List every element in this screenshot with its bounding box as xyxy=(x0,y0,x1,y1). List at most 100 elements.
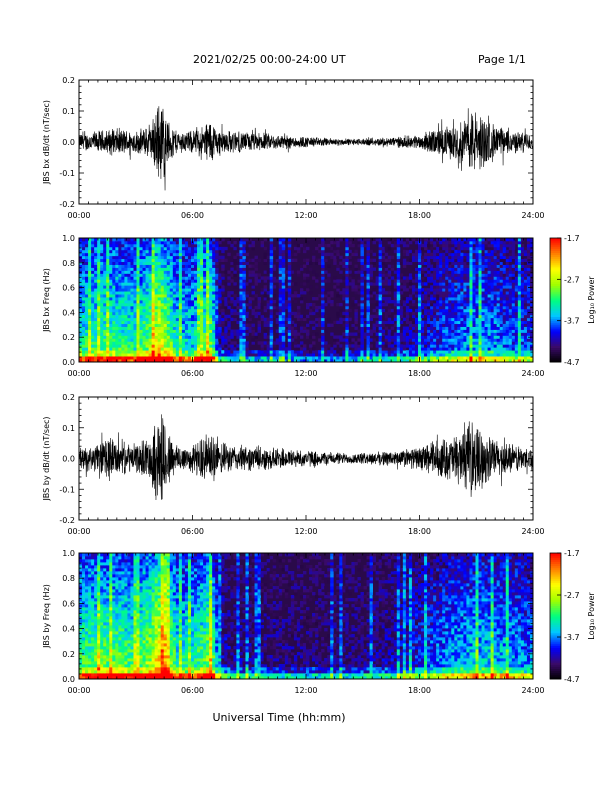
heatmap-cell xyxy=(299,329,304,333)
heatmap-cell xyxy=(112,294,116,298)
heatmap-cell xyxy=(445,273,449,277)
heatmap-cell xyxy=(127,347,131,351)
heatmap-cell xyxy=(339,344,343,348)
heatmap-cell xyxy=(245,347,249,351)
heatmap-cell xyxy=(448,300,452,304)
heatmap-cell xyxy=(209,359,213,363)
heatmap-cell xyxy=(269,359,274,363)
heatmap-cell xyxy=(239,350,243,354)
heatmap-cell xyxy=(103,249,107,254)
heatmap-cell xyxy=(375,359,380,363)
heatmap-cell xyxy=(160,347,165,351)
heatmap-cell xyxy=(106,264,110,268)
heatmap-cell xyxy=(79,317,83,322)
heatmap-cell xyxy=(469,356,473,360)
heatmap-cell xyxy=(215,288,219,292)
heatmap-cell xyxy=(163,273,168,277)
heatmap-cell xyxy=(218,317,222,322)
heatmap-cell xyxy=(106,314,110,319)
heatmap-cell xyxy=(88,261,92,265)
heatmap-cell xyxy=(321,258,325,263)
heatmap-cell xyxy=(91,279,95,283)
heatmap-cell xyxy=(345,243,349,248)
heatmap-cell xyxy=(457,338,461,342)
heatmap-cell xyxy=(269,238,274,242)
heatmap-cell xyxy=(481,258,485,263)
heatmap-cell xyxy=(206,246,210,251)
heatmap-cell xyxy=(79,294,83,298)
heatmap-cell xyxy=(487,314,492,319)
heatmap-cell xyxy=(212,297,216,301)
heatmap-cell xyxy=(218,326,222,330)
heatmap-cell xyxy=(436,276,440,280)
heatmap-cell xyxy=(142,300,146,304)
heatmap-cell xyxy=(194,238,198,242)
heatmap-cell xyxy=(481,297,485,301)
heatmap-cell xyxy=(127,344,131,348)
heatmap-cell xyxy=(460,329,464,333)
heatmap-cell xyxy=(169,320,174,325)
heatmap-cell xyxy=(269,291,274,295)
heatmap-cell xyxy=(88,311,92,316)
heatmap-cell xyxy=(248,300,252,304)
heatmap-cell xyxy=(408,344,413,348)
heatmap-cell xyxy=(302,353,307,357)
heatmap-cell xyxy=(345,255,349,260)
heatmap-cell xyxy=(136,297,140,301)
heatmap-cell xyxy=(248,273,252,277)
heatmap-cell xyxy=(445,314,449,319)
heatmap-cell xyxy=(254,255,258,260)
heatmap-cell xyxy=(148,347,153,351)
heatmap-cell xyxy=(106,359,110,363)
heatmap-cell xyxy=(302,258,307,263)
heatmap-cell xyxy=(245,341,249,345)
heatmap-cell xyxy=(190,264,195,268)
heatmap-cell xyxy=(360,305,364,310)
heatmap-cell xyxy=(154,317,159,322)
heatmap-cell xyxy=(321,246,325,251)
heatmap-cell xyxy=(163,353,168,357)
heatmap-cell xyxy=(269,314,274,319)
heatmap-cell xyxy=(318,261,322,265)
heatmap-cell xyxy=(281,285,286,289)
heatmap-cell xyxy=(433,249,437,254)
heatmap-cell xyxy=(133,249,137,254)
heatmap-cell xyxy=(103,264,107,268)
heatmap-cell xyxy=(239,353,243,357)
heatmap-cell xyxy=(433,276,437,280)
heatmap-cell xyxy=(82,317,86,322)
heatmap-cell xyxy=(457,243,461,248)
heatmap-cell xyxy=(436,240,440,245)
heatmap-cell xyxy=(97,285,101,289)
heatmap-cell xyxy=(181,305,186,310)
heatmap-cell xyxy=(487,308,492,313)
heatmap-cell xyxy=(97,356,101,360)
heatmap-cell xyxy=(272,341,277,345)
heatmap-cell xyxy=(502,273,507,277)
heatmap-cell xyxy=(103,288,107,292)
heatmap-cell xyxy=(499,282,504,286)
heatmap-cell xyxy=(478,347,482,351)
heatmap-cell xyxy=(399,347,404,351)
heatmap-cell xyxy=(172,255,177,260)
heatmap-cell xyxy=(469,308,473,313)
heatmap-cell xyxy=(142,288,146,292)
heatmap-cell xyxy=(433,332,437,336)
heatmap-cell xyxy=(269,255,274,260)
heatmap-cell xyxy=(384,276,389,280)
heatmap-cell xyxy=(127,243,131,248)
heatmap-cell xyxy=(151,252,156,257)
heatmap-cell xyxy=(103,285,107,289)
heatmap-cell xyxy=(251,258,255,263)
heatmap-cell xyxy=(454,261,458,265)
heatmap-cell xyxy=(490,288,495,292)
heatmap-cell xyxy=(194,353,198,357)
heatmap-cell xyxy=(124,332,128,336)
heatmap-cell xyxy=(357,353,361,357)
heatmap-cell xyxy=(321,240,325,245)
heatmap-cell xyxy=(200,243,204,248)
heatmap-cell xyxy=(97,305,101,310)
heatmap-cell xyxy=(354,300,358,304)
heatmap-cell xyxy=(490,347,495,351)
heatmap-cell xyxy=(203,320,207,325)
